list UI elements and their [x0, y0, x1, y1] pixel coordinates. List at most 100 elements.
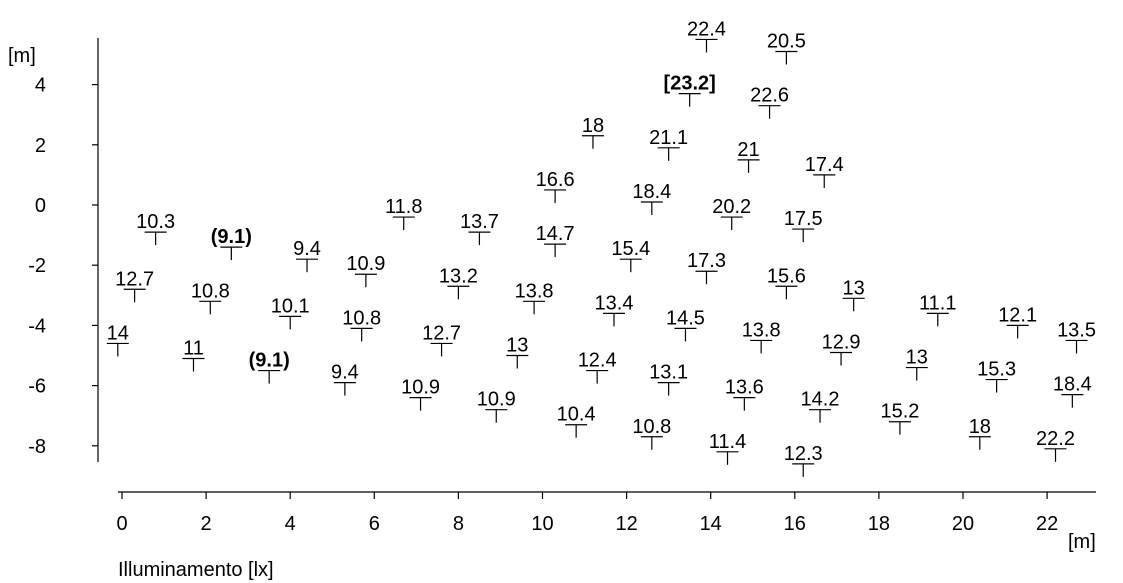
- point-value-label: 13: [906, 347, 928, 369]
- measurement-point: 13.1: [649, 362, 688, 396]
- point-value-label: 20.5: [767, 30, 806, 52]
- y-tick-label: -4: [28, 315, 46, 337]
- point-value-label: 10.8: [191, 280, 230, 302]
- point-value-label: 11: [183, 338, 204, 360]
- axes: 420-2-4-6-8 0 2 4 6 8 10 12 14 16 18 20 22 [m] [m] …: [8, 38, 1096, 581]
- measurement-point: 22.6: [750, 85, 789, 119]
- x-tick-label: 22: [1036, 513, 1058, 535]
- point-value-label: 12.7: [422, 322, 461, 344]
- x-tick-label: 6: [369, 513, 380, 535]
- measurement-point: 13: [906, 347, 928, 381]
- point-value-label: 16.6: [536, 169, 575, 191]
- x-tick-label: 12: [615, 513, 637, 535]
- measurement-point: 15.4: [611, 238, 650, 273]
- measurement-point: 11.4: [709, 431, 746, 465]
- measurement-point: 13.8: [742, 319, 781, 354]
- measurement-point: 10.8: [632, 416, 671, 450]
- x-tick-label: 16: [784, 513, 806, 535]
- measurement-point: 22.2: [1036, 428, 1075, 462]
- point-value-label: 10.8: [632, 416, 671, 438]
- measurement-point: 13.5: [1057, 319, 1096, 354]
- point-value-label: 15.2: [880, 401, 919, 423]
- measurement-point: 9.4: [331, 362, 359, 396]
- point-value-label: 13.8: [515, 280, 554, 302]
- point-value-label: 10.8: [342, 307, 381, 329]
- x-ticks: 0 2 4 6 8 10 12 14 16 18 20 22: [116, 492, 1058, 535]
- x-tick-label: 2: [201, 513, 212, 535]
- point-value-label: 22.4: [687, 18, 726, 40]
- point-value-label: 13.6: [725, 377, 764, 399]
- point-value-label: 13.2: [439, 265, 478, 287]
- point-value-label: 10.9: [401, 377, 440, 399]
- measurement-point: 12.3: [784, 443, 823, 477]
- point-value-label: 12.3: [784, 443, 823, 465]
- measurement-points: 10.3 12.7 14 (9.1) 10.8 11 9.4 10.1 (9.1) 11.8 10.…: [107, 18, 1096, 477]
- point-value-label: (9.1): [249, 350, 290, 372]
- point-value-label: 9.4: [331, 362, 359, 384]
- measurement-point: 11: [182, 338, 205, 372]
- measurement-point: 20.5: [767, 30, 806, 65]
- point-value-label: 22.6: [750, 85, 789, 107]
- measurement-point: 12.9: [822, 331, 861, 366]
- measurement-point: 15.3: [977, 359, 1016, 393]
- point-value-label: 18.4: [632, 181, 671, 203]
- point-value-label: 17.4: [805, 154, 844, 176]
- measurement-point: 10.9: [401, 377, 440, 411]
- point-value-label: 15.4: [611, 238, 650, 260]
- point-value-label: [23.2]: [664, 73, 716, 95]
- measurement-point: 10.4: [557, 404, 596, 438]
- measurement-point: 20.2: [712, 196, 751, 231]
- chart-caption: Illuminamento [lx]: [118, 559, 274, 581]
- measurement-point: 14.5: [666, 307, 705, 342]
- measurement-point: 18: [582, 115, 604, 149]
- point-value-label: 10.1: [271, 295, 310, 317]
- measurement-point: 17.5: [784, 208, 823, 243]
- point-value-label: 18: [582, 115, 604, 137]
- point-value-label: 17.5: [784, 208, 823, 230]
- point-value-label: 11.8: [385, 196, 422, 218]
- measurement-point: 9.4: [293, 238, 321, 273]
- measurement-point: 13.2: [439, 265, 478, 300]
- measurement-point: 18.4: [1053, 374, 1092, 408]
- measurement-point: 12.1: [998, 304, 1037, 339]
- measurement-point: (9.1): [249, 350, 290, 384]
- point-value-label: 17.3: [687, 250, 726, 272]
- x-tick-label: 0: [116, 513, 127, 535]
- x-tick-label: 4: [285, 513, 296, 535]
- measurement-point: 21: [737, 139, 760, 173]
- point-value-label: 15.3: [977, 359, 1016, 381]
- measurement-point: 16.6: [536, 169, 575, 203]
- point-value-label: 14: [107, 322, 129, 344]
- x-tick-label: 8: [453, 513, 464, 535]
- point-value-label: 15.6: [767, 265, 806, 287]
- point-value-label: 10.3: [136, 211, 175, 233]
- point-value-label: 18.4: [1053, 374, 1092, 396]
- measurement-point: 13.6: [725, 377, 764, 411]
- measurement-point: 13: [506, 335, 528, 369]
- point-value-label: 12.1: [998, 304, 1037, 326]
- point-value-label: 14.5: [666, 307, 705, 329]
- point-value-label: 10.9: [346, 253, 385, 275]
- measurement-point: 14.7: [536, 223, 575, 258]
- point-value-label: 18: [969, 416, 991, 438]
- measurement-point: 10.8: [191, 280, 230, 315]
- y-tick-label: 2: [35, 135, 46, 157]
- measurement-point: 10.9: [346, 253, 385, 288]
- point-value-label: 12.7: [115, 268, 154, 290]
- measurement-point: 18: [969, 416, 991, 450]
- measurement-point: 12.4: [578, 350, 617, 384]
- point-value-label: 11.4: [709, 431, 746, 453]
- point-value-label: 13.4: [595, 292, 634, 314]
- measurement-point: 14: [107, 322, 129, 357]
- measurement-point: 10.1: [271, 295, 310, 330]
- point-value-label: 10.9: [477, 389, 516, 411]
- measurement-point: 12.7: [422, 322, 461, 357]
- point-value-label: (9.1): [211, 226, 252, 248]
- point-value-label: 22.2: [1036, 428, 1075, 450]
- measurement-point: 13.4: [595, 292, 634, 327]
- measurement-point: 17.4: [805, 154, 844, 188]
- y-tick-label: -8: [28, 436, 46, 458]
- measurement-point: 12.7: [115, 268, 154, 303]
- measurement-point: 17.3: [687, 250, 726, 285]
